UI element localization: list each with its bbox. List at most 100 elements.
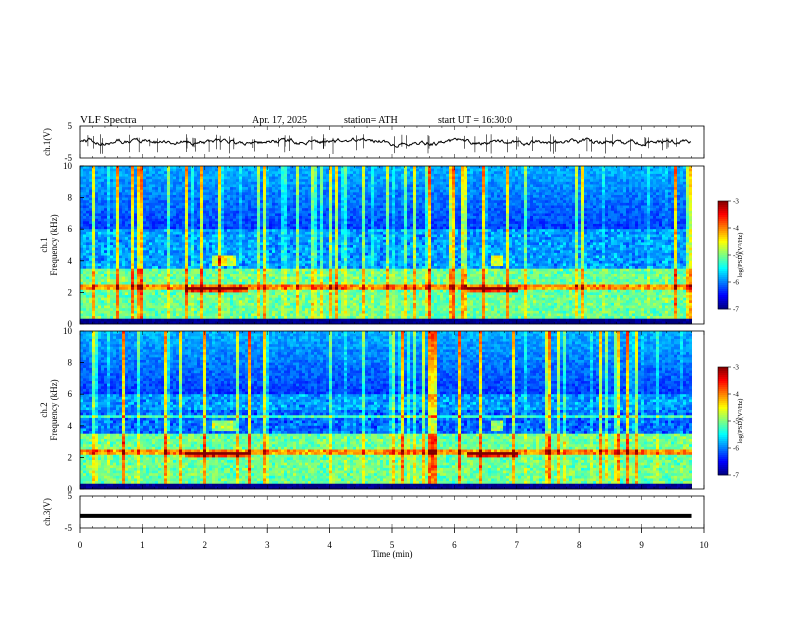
spectrogram-cell xyxy=(266,177,269,180)
spectrogram-cell xyxy=(305,208,308,211)
spectrogram-cell xyxy=(191,234,194,237)
spectrogram-cell xyxy=(143,316,146,319)
spectrogram-cell xyxy=(323,216,326,219)
spectrogram-cell xyxy=(134,316,137,319)
spectrogram-cell xyxy=(323,274,326,277)
spectrogram-cell xyxy=(233,232,236,235)
spectrogram-cell xyxy=(245,224,248,227)
spectrogram-cell xyxy=(299,213,302,216)
spectrogram-cell xyxy=(155,213,158,216)
spectrogram-cell xyxy=(188,279,191,282)
spectrogram-cell xyxy=(302,269,305,272)
spectrogram-cell xyxy=(197,295,200,298)
spectrogram-cell xyxy=(323,277,326,280)
spectrogram-cell xyxy=(212,174,215,177)
spectrogram-cell xyxy=(218,279,221,282)
spectrogram-cell xyxy=(269,192,272,195)
spectrogram-cell xyxy=(290,184,293,187)
spectrogram-cell xyxy=(197,198,200,201)
spectrogram-cell xyxy=(263,192,266,195)
spectrogram-cell xyxy=(101,266,104,269)
spectrogram-cell xyxy=(140,258,143,261)
spectrogram-cell xyxy=(251,256,254,259)
spectrogram-cell xyxy=(287,274,290,277)
spectrogram-cell xyxy=(299,306,302,309)
spectrogram-cell xyxy=(119,269,122,272)
spectrogram-cell xyxy=(107,253,110,256)
spectrogram-cell xyxy=(287,190,290,193)
spectrogram-cell xyxy=(320,234,323,237)
spectrogram-cell xyxy=(128,224,131,227)
spectrogram-cell xyxy=(314,169,317,172)
spectrogram-cell xyxy=(125,171,128,174)
spectrogram-cell xyxy=(113,313,116,316)
spectrogram-cell xyxy=(230,192,233,195)
spectrogram-cell xyxy=(218,266,221,269)
spectrogram-cell xyxy=(110,224,113,227)
spectrogram-cell xyxy=(317,282,320,285)
spectrogram-cell xyxy=(248,232,251,235)
spectrogram-cell xyxy=(101,316,104,319)
spectrogram-cell xyxy=(191,198,194,201)
spectrogram-cell xyxy=(278,298,281,301)
spectrogram-cell xyxy=(302,221,305,224)
spectrogram-cell xyxy=(296,227,299,230)
spectrogram-cell xyxy=(287,266,290,269)
spectrogram-cell xyxy=(233,285,236,288)
spectrogram-cell xyxy=(104,232,107,235)
spectrogram-cell xyxy=(80,184,83,187)
spectrogram-cell xyxy=(305,261,308,264)
spectrogram-cell xyxy=(260,192,263,195)
spectrogram-cell xyxy=(125,300,128,303)
spectrogram-cell xyxy=(314,253,317,256)
spectrogram-cell xyxy=(260,311,263,314)
spectrogram-cell xyxy=(311,240,314,243)
spectrogram-cell xyxy=(134,179,137,182)
spectrogram-cell xyxy=(275,177,278,180)
spectrogram-cell xyxy=(167,177,170,180)
spectrogram-cell xyxy=(212,269,215,272)
spectrogram-cell xyxy=(248,240,251,243)
spectrogram-cell xyxy=(224,306,227,309)
spectrogram-cell xyxy=(254,313,257,316)
spectrogram-cell xyxy=(116,279,119,282)
spectrogram-cell xyxy=(170,227,173,230)
spectrogram-cell xyxy=(113,169,116,172)
spectrogram-cell xyxy=(95,287,98,290)
spectrogram-cell xyxy=(182,292,185,295)
spectrogram-cell xyxy=(131,232,134,235)
spectrogram-cell xyxy=(83,295,86,298)
spectrogram-cell xyxy=(209,263,212,266)
spectrogram-cell xyxy=(203,216,206,219)
spectrogram-cell xyxy=(92,258,95,261)
spectrogram-cell xyxy=(161,206,164,209)
spectrogram-cell xyxy=(278,206,281,209)
spectrogram-cell xyxy=(80,190,83,193)
spectrogram-cell xyxy=(320,271,323,274)
spectrogram-cell xyxy=(164,200,167,203)
spectrogram-cell xyxy=(119,224,122,227)
spectrogram-cell xyxy=(155,300,158,303)
spectrogram-cell xyxy=(323,292,326,295)
spectrogram-cell xyxy=(242,292,245,295)
spectrogram-cell xyxy=(176,237,179,240)
spectrogram-cell xyxy=(152,190,155,193)
spectrogram-cell xyxy=(98,287,101,290)
spectrogram-cell xyxy=(155,171,158,174)
spectrogram-cell xyxy=(95,211,98,214)
spectrogram-cell xyxy=(131,177,134,180)
spectrogram-cell xyxy=(245,261,248,264)
spectrogram-cell xyxy=(239,232,242,235)
spectrogram-cell xyxy=(278,308,281,311)
spectrogram-cell xyxy=(245,263,248,266)
spectrogram-cell xyxy=(290,261,293,264)
spectrogram-cell xyxy=(185,256,188,259)
spectrogram-cell xyxy=(212,266,215,269)
spectrogram-cell xyxy=(122,182,125,185)
spectrogram-cell xyxy=(134,171,137,174)
spectrogram-cell xyxy=(113,277,116,280)
spectrogram-cell xyxy=(287,195,290,198)
spectrogram-cell xyxy=(125,192,128,195)
spectrogram-cell xyxy=(137,316,140,319)
spectrogram-cell xyxy=(260,256,263,259)
